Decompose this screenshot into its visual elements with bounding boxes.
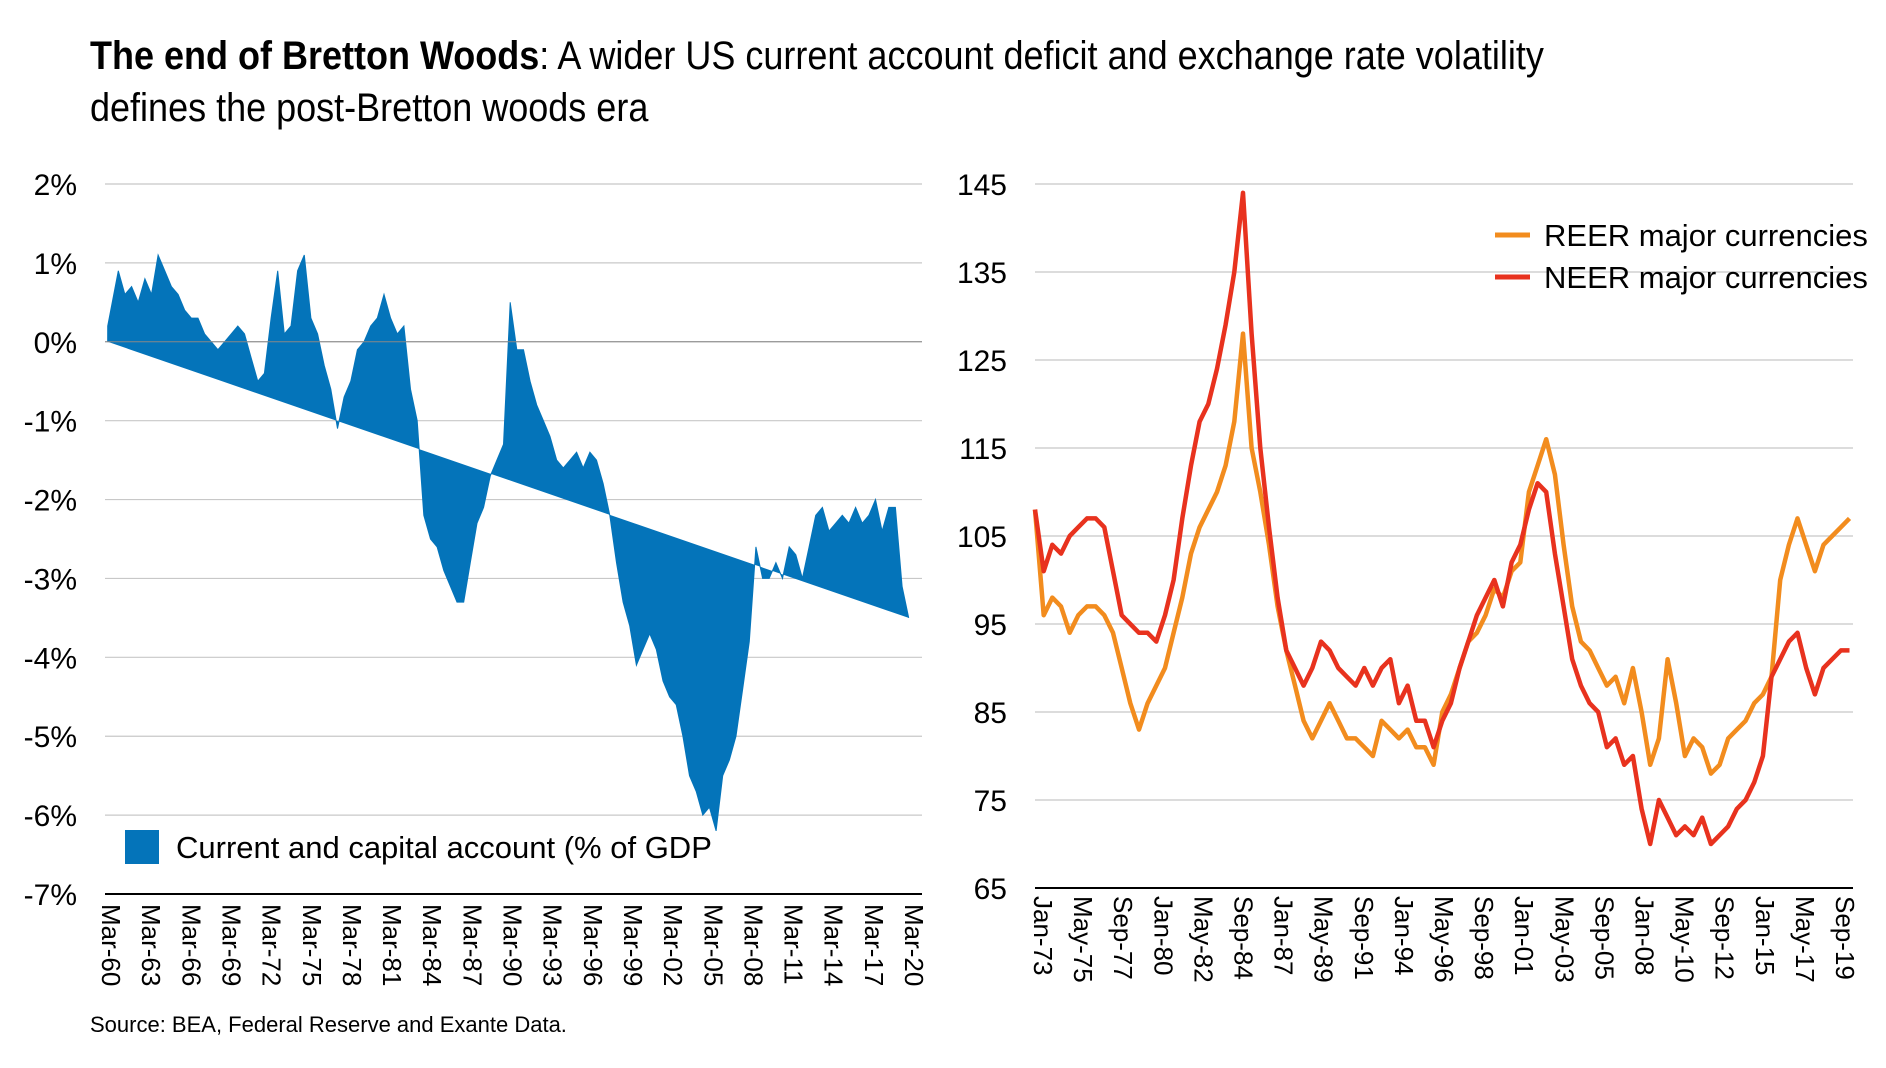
x-tick-label: Jan-08 <box>1630 896 1660 976</box>
chart-title-bold: The end of Bretton Woods <box>90 34 540 78</box>
y-tick-label: 145 <box>957 169 1007 202</box>
x-tick-label: May-03 <box>1549 896 1579 983</box>
x-tick-label: Jan-94 <box>1389 896 1419 976</box>
exchange-rate-chart: 145 135 125 115 105 95 85 75 65 Jan-73 May-75 Sep-7… <box>957 169 1868 983</box>
x-tick-label: Mar-63 <box>136 904 166 986</box>
x-tick-label: Mar-90 <box>498 904 528 986</box>
x-tick-label: Jan-01 <box>1509 896 1539 976</box>
y-tick-label: -4% <box>24 642 77 675</box>
x-tick-label: Mar-14 <box>819 904 849 986</box>
current-account-area <box>107 253 910 832</box>
x-tick-label: Sep-12 <box>1710 896 1740 980</box>
x-tick-label: Mar-72 <box>257 904 287 986</box>
x-tick-label: Mar-75 <box>297 904 327 986</box>
legend-label-reer: REER major currencies <box>1544 218 1868 253</box>
reer-line <box>1032 331 1852 776</box>
x-tick-label: Sep-98 <box>1469 896 1499 980</box>
y-tick-label: 0% <box>34 327 77 360</box>
y-tick-label: 1% <box>34 248 77 281</box>
x-tick-label: Mar-11 <box>779 904 809 984</box>
y-tick-label: -7% <box>24 879 77 912</box>
source-note: Source: BEA, Federal Reserve and Exante … <box>90 1012 567 1037</box>
y-tick-label: 105 <box>957 521 1007 554</box>
y-tick-label: 75 <box>974 785 1007 818</box>
y-tick-label: -5% <box>24 721 77 754</box>
x-tick-label: May-82 <box>1188 896 1218 983</box>
y-tick-label: -3% <box>24 563 77 596</box>
x-tick-label: Jan-15 <box>1750 896 1780 976</box>
x-tick-label: Jan-80 <box>1148 896 1178 976</box>
x-tick-label: Sep-05 <box>1589 896 1619 980</box>
x-tick-label: Mar-99 <box>618 904 648 986</box>
x-tick-label: May-17 <box>1790 896 1820 983</box>
y-tick-label: -1% <box>24 406 77 439</box>
x-tick-label: Mar-02 <box>658 904 688 986</box>
x-tick-label: Mar-17 <box>859 904 889 986</box>
x-tick-label: Mar-78 <box>337 904 367 986</box>
x-tick-label: May-96 <box>1429 896 1459 983</box>
y-tick-label: 135 <box>957 257 1007 290</box>
x-tick-label: Jan-87 <box>1269 896 1299 976</box>
x-tick-label: Mar-05 <box>698 904 728 986</box>
x-tick-label: Mar-20 <box>899 904 929 986</box>
y-tick-label: 95 <box>974 609 1007 642</box>
x-tick-label: Mar-96 <box>578 904 608 986</box>
neer-line <box>1032 190 1850 847</box>
chart-title-rest: : A wider US current account deficit and… <box>90 34 1544 130</box>
x-tick-label: Sep-84 <box>1229 896 1259 980</box>
x-tick-label: May-89 <box>1309 896 1339 983</box>
y-tick-label: -2% <box>24 485 77 518</box>
legend-label: Current and capital account (% of GDP <box>176 830 712 865</box>
y-tick-label: 2% <box>34 169 77 202</box>
y-tick-label: 115 <box>959 433 1007 466</box>
x-tick-label: Mar-60 <box>96 904 126 986</box>
legend-label-neer: NEER major currencies <box>1544 260 1868 295</box>
y-tick-label: 85 <box>974 697 1007 730</box>
chart-title: The end of Bretton Woods: A wider US cur… <box>90 30 1656 134</box>
current-account-chart: 2% 1% 0% -1% -2% -3% -4% -5% -6% -7% Mar-60 Mar-63 M… <box>24 169 929 986</box>
x-tick-label: May-10 <box>1670 896 1700 983</box>
x-tick-label: Mar-84 <box>417 904 447 986</box>
x-tick-label: Mar-08 <box>738 904 768 986</box>
x-tick-label: Mar-69 <box>216 904 246 986</box>
y-tick-label: 125 <box>957 345 1007 378</box>
x-tick-label: Sep-19 <box>1830 896 1860 980</box>
x-tick-label: Mar-66 <box>176 904 206 986</box>
y-tick-label: 65 <box>974 873 1007 906</box>
x-tick-label: Mar-87 <box>457 904 487 986</box>
x-tick-label: May-75 <box>1068 896 1098 983</box>
x-tick-label: Sep-91 <box>1349 896 1379 980</box>
x-tick-label: Mar-81 <box>377 904 407 986</box>
x-tick-label: Jan-73 <box>1028 896 1058 976</box>
x-tick-label: Sep-77 <box>1108 896 1138 980</box>
legend-swatch <box>125 830 159 864</box>
x-tick-label: Mar-93 <box>538 904 568 986</box>
y-tick-label: -6% <box>24 800 77 833</box>
